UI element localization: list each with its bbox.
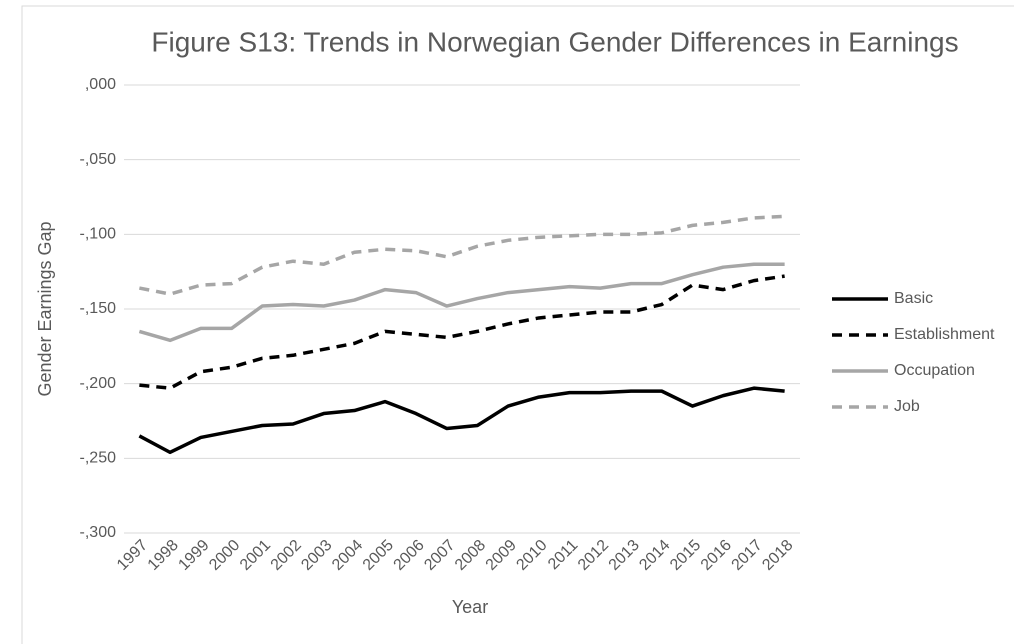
legend-label: Establishment — [894, 326, 995, 343]
x-tick-label: 2009 — [483, 537, 520, 574]
series-line — [138, 386, 785, 455]
x-tick-label: 2012 — [575, 537, 612, 574]
x-tick-label: 2002 — [268, 537, 305, 574]
y-tick-label: -,150 — [80, 300, 117, 317]
y-tick-label: ,000 — [85, 76, 116, 93]
legend-label: Basic — [894, 290, 933, 307]
x-tick-label: 2017 — [729, 537, 766, 574]
x-tick-label: 1999 — [175, 537, 212, 574]
x-tick-label: 2010 — [513, 537, 550, 574]
legend-label: Occupation — [894, 362, 975, 379]
series-line — [139, 274, 785, 390]
legend-label: Job — [894, 398, 920, 415]
y-tick-label: -,050 — [80, 151, 117, 168]
chart-border — [21, 5, 1014, 644]
x-tick-label: 2004 — [329, 537, 366, 574]
x-tick-label: 2015 — [667, 537, 704, 574]
y-tick-label: -,300 — [80, 524, 117, 541]
y-tick-label: -,200 — [80, 375, 117, 392]
y-axis-label: Gender Earnings Gap — [35, 221, 55, 396]
x-tick-label: 1998 — [145, 537, 182, 574]
x-tick-label: 2006 — [391, 537, 428, 574]
x-axis-label: Year — [452, 597, 488, 617]
x-tick-label: 1997 — [114, 537, 151, 574]
x-tick-label: 2000 — [206, 537, 243, 574]
x-tick-label: 2005 — [360, 537, 397, 574]
x-tick-label: 2001 — [237, 537, 274, 574]
y-tick-label: -,250 — [80, 450, 117, 467]
x-tick-label: 2011 — [545, 537, 581, 573]
series-line — [139, 214, 785, 296]
x-tick-label: 2014 — [636, 537, 673, 574]
x-tick-label: 2008 — [452, 537, 489, 574]
y-tick-label: -,100 — [80, 226, 117, 243]
series-line — [138, 262, 785, 343]
x-tick-label: 2003 — [298, 537, 335, 574]
x-tick-label: 2016 — [698, 537, 735, 574]
x-tick-label: 2007 — [421, 537, 458, 574]
x-tick-label: 2013 — [606, 537, 643, 574]
chart-title: Figure S13: Trends in Norwegian Gender D… — [151, 26, 958, 57]
x-tick-label: 2018 — [759, 537, 796, 574]
